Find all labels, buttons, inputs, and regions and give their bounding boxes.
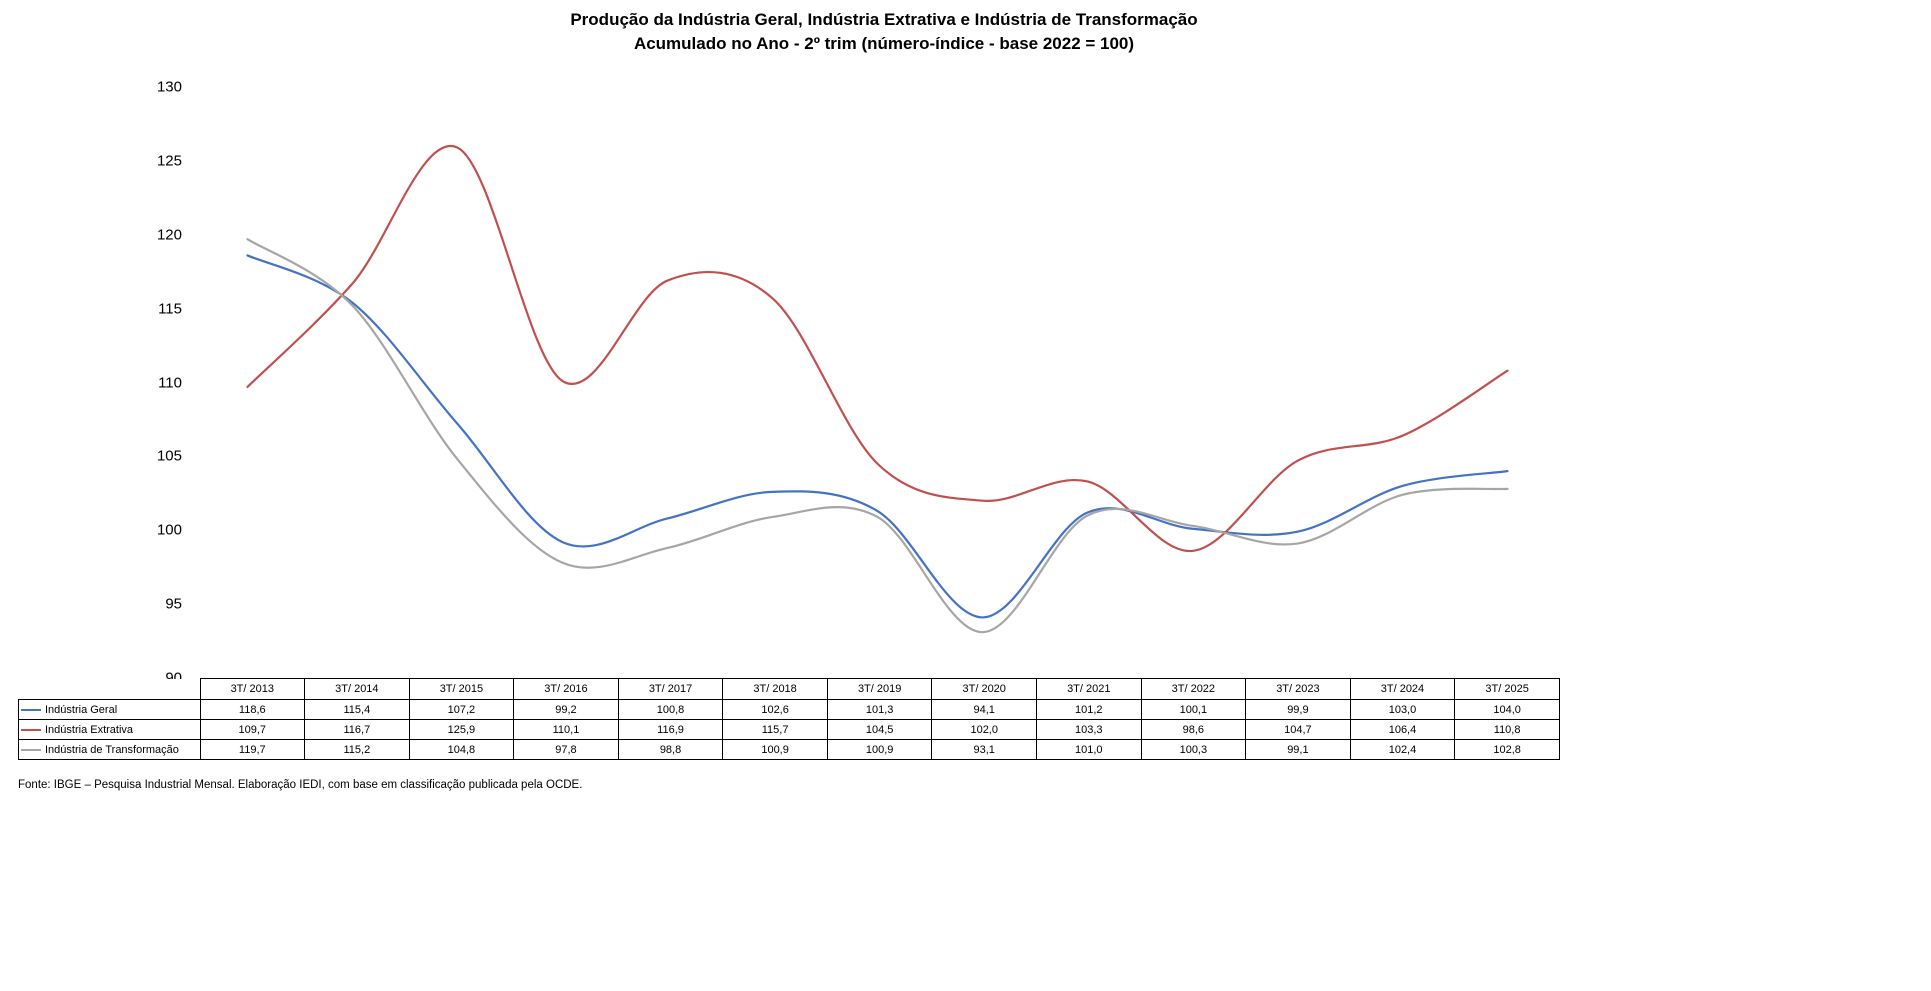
table-header-cell: 3T/ 2014 — [304, 678, 410, 700]
table-cell: 104,5 — [826, 719, 933, 740]
y-axis-label: 130 — [156, 78, 182, 96]
table-cell: 99,2 — [513, 699, 619, 720]
table-header-cell: 3T/ 2015 — [408, 678, 515, 700]
legend-label: Indústria de Transformação — [45, 743, 179, 756]
table-cell: 104,7 — [1245, 719, 1351, 740]
table-cell: 115,4 — [304, 699, 410, 720]
table-header-cell: 3T/ 2013 — [199, 678, 306, 700]
table-cell: 104,8 — [408, 739, 515, 760]
table-cell: 101,3 — [826, 699, 933, 720]
table-header-cell: 3T/ 2024 — [1349, 678, 1456, 700]
table-cell: 102,6 — [722, 699, 828, 720]
chart-title: Produção da Indústria Geral, Indústria E… — [0, 8, 1768, 56]
table-cell: 101,0 — [1036, 739, 1142, 760]
table-cell: 102,4 — [1349, 739, 1456, 760]
table-cell: 125,9 — [408, 719, 515, 740]
chart-title-line1: Produção da Indústria Geral, Indústria E… — [570, 10, 1198, 29]
table-cell: 99,1 — [1245, 739, 1351, 760]
table-cell: 103,3 — [1036, 719, 1142, 740]
table-header-cell: 3T/ 2020 — [931, 678, 1037, 700]
source-note: Fonte: IBGE – Pesquisa Industrial Mensal… — [18, 779, 583, 791]
table-cell: 118,6 — [199, 699, 306, 720]
table-cell: 102,8 — [1454, 739, 1560, 760]
legend-line-swatch — [21, 748, 41, 751]
y-axis-label: 100 — [156, 521, 182, 539]
table-header-cell: 3T/ 2016 — [513, 678, 619, 700]
table-corner-cell — [18, 678, 200, 700]
table-cell: 100,9 — [722, 739, 828, 760]
table-cell: 101,2 — [1036, 699, 1142, 720]
legend-label: Indústria Geral — [45, 703, 118, 716]
table-cell: 115,2 — [304, 739, 410, 760]
legend-item: Indústria Extrativa — [18, 719, 201, 740]
table-cell: 100,1 — [1140, 699, 1247, 720]
table-row: Indústria de Transformação 119,7 115,2 104,… — [18, 739, 1560, 760]
table-cell: 99,9 — [1245, 699, 1351, 720]
legend-item: Indústria de Transformação — [18, 739, 201, 760]
table-cell: 107,2 — [408, 699, 515, 720]
y-axis-label: 115 — [158, 300, 182, 318]
y-axis-label: 120 — [156, 226, 182, 244]
table-header-row: 3T/ 2013 3T/ 2014 3T/ 2015 3T/ 2016 3T/ 2017… — [18, 678, 1560, 700]
legend-item: Indústria Geral — [18, 699, 201, 720]
table-cell: 104,0 — [1454, 699, 1560, 720]
table-row: Indústria Extrativa 109,7 116,7 125,9 110,1 1… — [18, 719, 1560, 740]
data-table: 3T/ 2013 3T/ 2014 3T/ 2015 3T/ 2016 3T/ 2017… — [18, 678, 1560, 760]
table-header-cell: 3T/ 2023 — [1245, 678, 1351, 700]
table-cell: 109,7 — [199, 719, 306, 740]
table-header-cell: 3T/ 2025 — [1454, 678, 1560, 700]
chart-title-line2: Acumulado no Ano - 2º trim (número-índic… — [633, 34, 1135, 53]
series-line — [246, 254, 1509, 619]
series-line — [246, 144, 1509, 553]
table-cell: 100,8 — [617, 699, 724, 720]
table-cell: 94,1 — [931, 699, 1037, 720]
table-cell: 110,1 — [513, 719, 619, 740]
table-cell: 106,4 — [1349, 719, 1456, 740]
y-axis-label: 95 — [165, 595, 182, 613]
table-header-cell: 3T/ 2017 — [617, 678, 724, 700]
legend-label: Indústria Extrativa — [45, 723, 134, 736]
y-axis-label: 110 — [158, 374, 182, 391]
legend-line-swatch — [21, 728, 41, 731]
table-cell: 115,7 — [722, 719, 828, 740]
chart-plot-area — [246, 144, 1509, 634]
table-cell: 93,1 — [931, 739, 1037, 760]
y-axis-label: 105 — [156, 447, 182, 465]
table-cell: 102,0 — [931, 719, 1037, 740]
table-cell: 100,9 — [826, 739, 933, 760]
table-cell: 116,9 — [617, 719, 724, 740]
table-cell: 100,3 — [1140, 739, 1247, 760]
series-line — [246, 238, 1509, 634]
y-axis: 1301251201151101051009590 — [0, 0, 182, 700]
y-axis-label: 125 — [156, 152, 182, 170]
table-header-cell: 3T/ 2019 — [826, 678, 933, 700]
table-cell: 97,8 — [513, 739, 619, 760]
table-cell: 110,8 — [1454, 719, 1560, 740]
table-header-cell: 3T/ 2018 — [722, 678, 828, 700]
table-cell: 103,0 — [1349, 699, 1456, 720]
table-cell: 119,7 — [199, 739, 306, 760]
table-cell: 98,8 — [617, 739, 724, 760]
table-row: Indústria Geral 118,6 115,4 107,2 99,2 100,8 1… — [18, 699, 1560, 720]
table-cell: 98,6 — [1140, 719, 1247, 740]
table-header-cell: 3T/ 2022 — [1140, 678, 1247, 700]
legend-line-swatch — [21, 708, 41, 711]
table-cell: 116,7 — [304, 719, 410, 740]
table-header-cell: 3T/ 2021 — [1036, 678, 1142, 700]
